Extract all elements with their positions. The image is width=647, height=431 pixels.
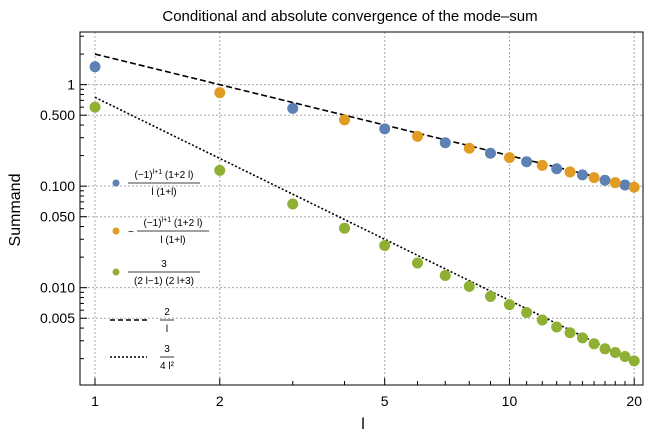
y-tick-label: 0.100 [40, 178, 75, 194]
legend-entry-4: 2l [110, 307, 174, 335]
data-point-series-3 [588, 338, 600, 350]
legend-numerator: (−1)l+1 (1+2 l) [143, 217, 202, 229]
data-point-series-2 [463, 142, 475, 154]
legend-marker [112, 268, 120, 276]
data-point-series-1 [576, 169, 588, 181]
data-point-series-3 [412, 257, 424, 269]
data-point-series-3 [89, 101, 101, 113]
legend-denominator: l [166, 324, 168, 335]
data-point-series-1 [439, 137, 451, 149]
y-tick-label: 0.050 [40, 209, 75, 225]
y-tick-label: 0.500 [40, 107, 75, 123]
data-point-series-3 [503, 299, 515, 311]
data-point-series-1 [619, 179, 631, 191]
data-point-series-2 [214, 87, 226, 99]
data-point-series-3 [339, 222, 351, 234]
legend-sign: − [128, 227, 134, 238]
data-point-series-3 [214, 164, 226, 176]
data-point-series-3 [599, 343, 611, 355]
data-point-series-1 [484, 147, 496, 159]
data-point-series-3 [551, 321, 563, 333]
legend-denominator: (2 l−1) (2 l+3) [134, 276, 194, 287]
legend-marker [112, 227, 120, 235]
data-point-series-3 [576, 332, 588, 344]
y-tick-label: 1 [67, 77, 75, 93]
legend-denominator: l (1+l) [151, 187, 176, 198]
data-point-series-3 [379, 240, 391, 252]
data-point-series-3 [609, 346, 621, 358]
y-tick-label: 0.010 [40, 280, 75, 296]
data-point-series-2 [564, 166, 576, 178]
data-point-series-3 [439, 269, 451, 281]
legend-denominator: l (1+l) [160, 235, 185, 246]
data-point-series-3 [463, 280, 475, 292]
y-axis-label: Summand [7, 174, 24, 247]
legend-entry-1: (−1)l+1 (1+2 l) l (1+l) [112, 169, 200, 198]
data-point-series-2 [536, 159, 548, 171]
data-point-series-2 [588, 172, 600, 184]
data-point-series-2 [628, 181, 640, 193]
legend-numerator: 3 [161, 259, 167, 270]
data-point-series-1 [379, 123, 391, 135]
dotted-line-3-over-4l2 [94, 96, 635, 363]
legend-numerator: 2 [164, 307, 170, 318]
x-tick-label: 1 [91, 393, 99, 409]
x-tick-label: 5 [381, 393, 389, 409]
data-point-series-3 [628, 355, 640, 367]
data-point-series-3 [619, 350, 631, 362]
legend-entry-5: 3 4 l² [110, 344, 175, 372]
legend-entry-3: 3 (2 l−1) (2 l+3) [112, 259, 200, 287]
axis-ticks: 1 2 5 10 20 1 0.500 0.100 0.050 0.010 0.005 [40, 35, 642, 409]
data-point-series-2 [503, 152, 515, 164]
grid [80, 32, 643, 385]
data-point-series-1 [287, 102, 299, 114]
legend-entry-2: −(−1)l+1 (1+2 l) l (1+l) [112, 217, 209, 246]
data-point-series-1 [521, 156, 533, 168]
data-point-series-2 [609, 177, 621, 189]
data-point-series-3 [564, 327, 576, 339]
x-tick-label: 20 [626, 393, 642, 409]
data-points [89, 61, 640, 367]
chart-title: Conditional and absolute convergence of … [162, 8, 537, 25]
data-point-series-3 [521, 306, 533, 318]
data-point-series-1 [89, 61, 101, 73]
y-tick-label: 0.005 [40, 310, 75, 326]
legend: (−1)l+1 (1+2 l)l (1+l)−(−1)l+1 (1+2 l)l … [110, 169, 209, 372]
x-tick-label: 2 [216, 393, 224, 409]
data-point-series-2 [339, 114, 351, 126]
data-point-series-3 [287, 198, 299, 210]
data-point-series-3 [536, 314, 548, 326]
x-tick-label: 10 [502, 393, 518, 409]
data-point-series-1 [599, 174, 611, 186]
legend-numerator: 3 [164, 344, 170, 355]
x-axis-label: l [361, 416, 365, 431]
legend-numerator: (−1)l+1 (1+2 l) [134, 169, 193, 181]
data-point-series-2 [412, 130, 424, 142]
legend-marker [112, 179, 120, 187]
data-point-series-3 [484, 290, 496, 302]
legend-denominator: 4 l² [160, 361, 175, 372]
data-point-series-1 [551, 163, 563, 175]
reference-lines [94, 53, 635, 363]
